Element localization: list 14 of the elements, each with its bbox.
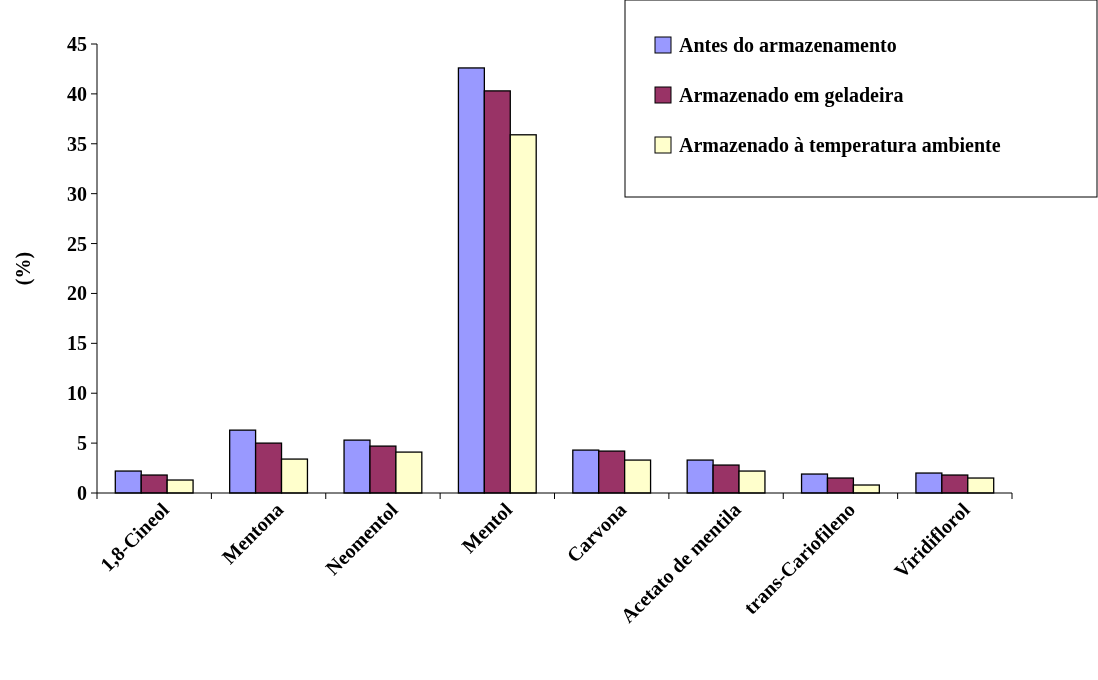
legend-label: Antes do armazenamento [679,34,897,56]
y-tick-label: 20 [67,282,87,305]
y-tick-label: 0 [77,482,87,504]
legend-label: Armazenado em geladeira [679,84,904,107]
y-tick-label: 30 [67,182,87,205]
y-tick-label: 10 [67,382,87,405]
y-axis-title: (%) [12,251,35,286]
y-tick-label: 45 [67,33,87,55]
y-tick-label: 35 [67,132,87,155]
y-tick-label: 25 [67,232,87,255]
y-tick-label: 40 [67,82,87,105]
y-tick-label: 5 [77,432,87,455]
y-tick-label: 15 [67,332,87,355]
legend-label: Armazenado à temperatura ambiente [679,134,1001,157]
